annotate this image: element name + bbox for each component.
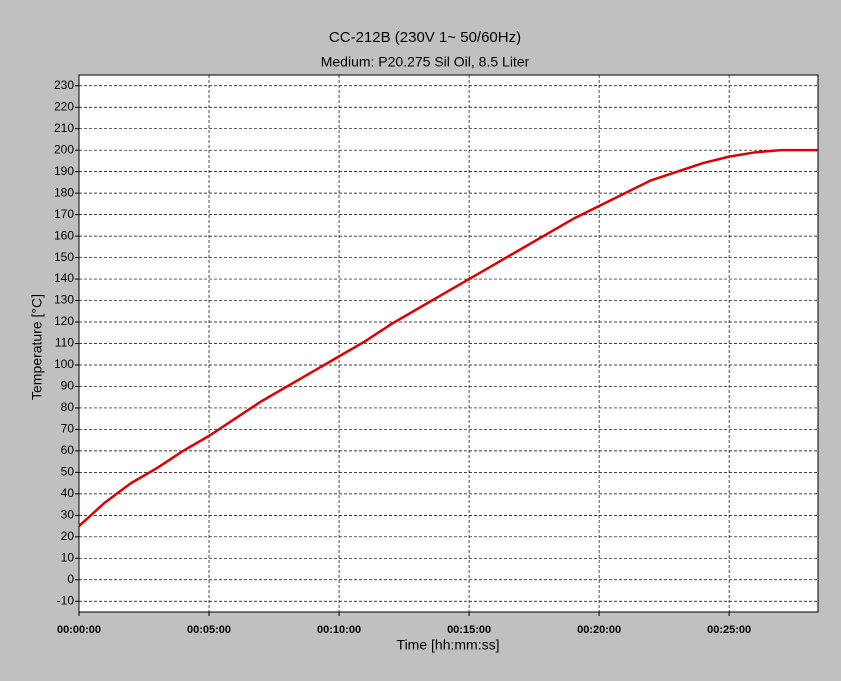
- y-tick-label: 20: [61, 529, 75, 543]
- y-tick-label: 180: [54, 185, 74, 199]
- y-tick-label: 80: [61, 400, 75, 414]
- y-tick-label: 110: [55, 336, 74, 350]
- chart-subtitle: Medium: P20.275 Sil Oil, 8.5 Liter: [321, 54, 530, 70]
- y-tick-label: 160: [54, 228, 74, 242]
- x-tick-label: 00:20:00: [577, 624, 621, 636]
- y-tick-label: 10: [61, 550, 75, 564]
- y-tick-label: 30: [61, 508, 75, 522]
- x-tick-label: 00:10:00: [317, 624, 361, 636]
- y-tick-label: 50: [61, 465, 75, 479]
- y-tick-label: -10: [57, 593, 75, 607]
- y-tick-label: 90: [61, 379, 75, 393]
- x-tick-label: 00:15:00: [447, 624, 491, 636]
- data-line: [78, 148, 818, 528]
- x-tick-label: 00:00:00: [57, 624, 101, 636]
- y-tick-label: 230: [54, 78, 74, 92]
- y-tick-label: 40: [61, 486, 75, 500]
- y-axis-label: Temperature [°C]: [29, 294, 45, 400]
- y-tick-label: 60: [61, 443, 75, 457]
- x-axis-label: Time [hh:mm:ss]: [397, 637, 500, 653]
- y-tick-label: 120: [54, 314, 74, 328]
- x-tick-label: 00:05:00: [187, 624, 231, 636]
- y-tick-label: 150: [54, 250, 74, 264]
- y-tick-label: 0: [67, 572, 74, 586]
- x-tick-label: 00:25:00: [707, 624, 751, 636]
- y-tick-label: 210: [54, 121, 74, 135]
- y-tick-label: 170: [54, 207, 74, 221]
- y-tick-label: 100: [54, 357, 74, 371]
- y-tick-label: 190: [54, 164, 74, 178]
- y-tick-label: 140: [54, 271, 74, 285]
- y-tick-label: 130: [54, 293, 74, 307]
- y-tick-label: 220: [54, 99, 74, 113]
- chart-title: CC-212B (230V 1~ 50/60Hz): [329, 29, 521, 46]
- y-tick-label: 200: [54, 142, 74, 156]
- y-tick-label: 70: [61, 422, 75, 436]
